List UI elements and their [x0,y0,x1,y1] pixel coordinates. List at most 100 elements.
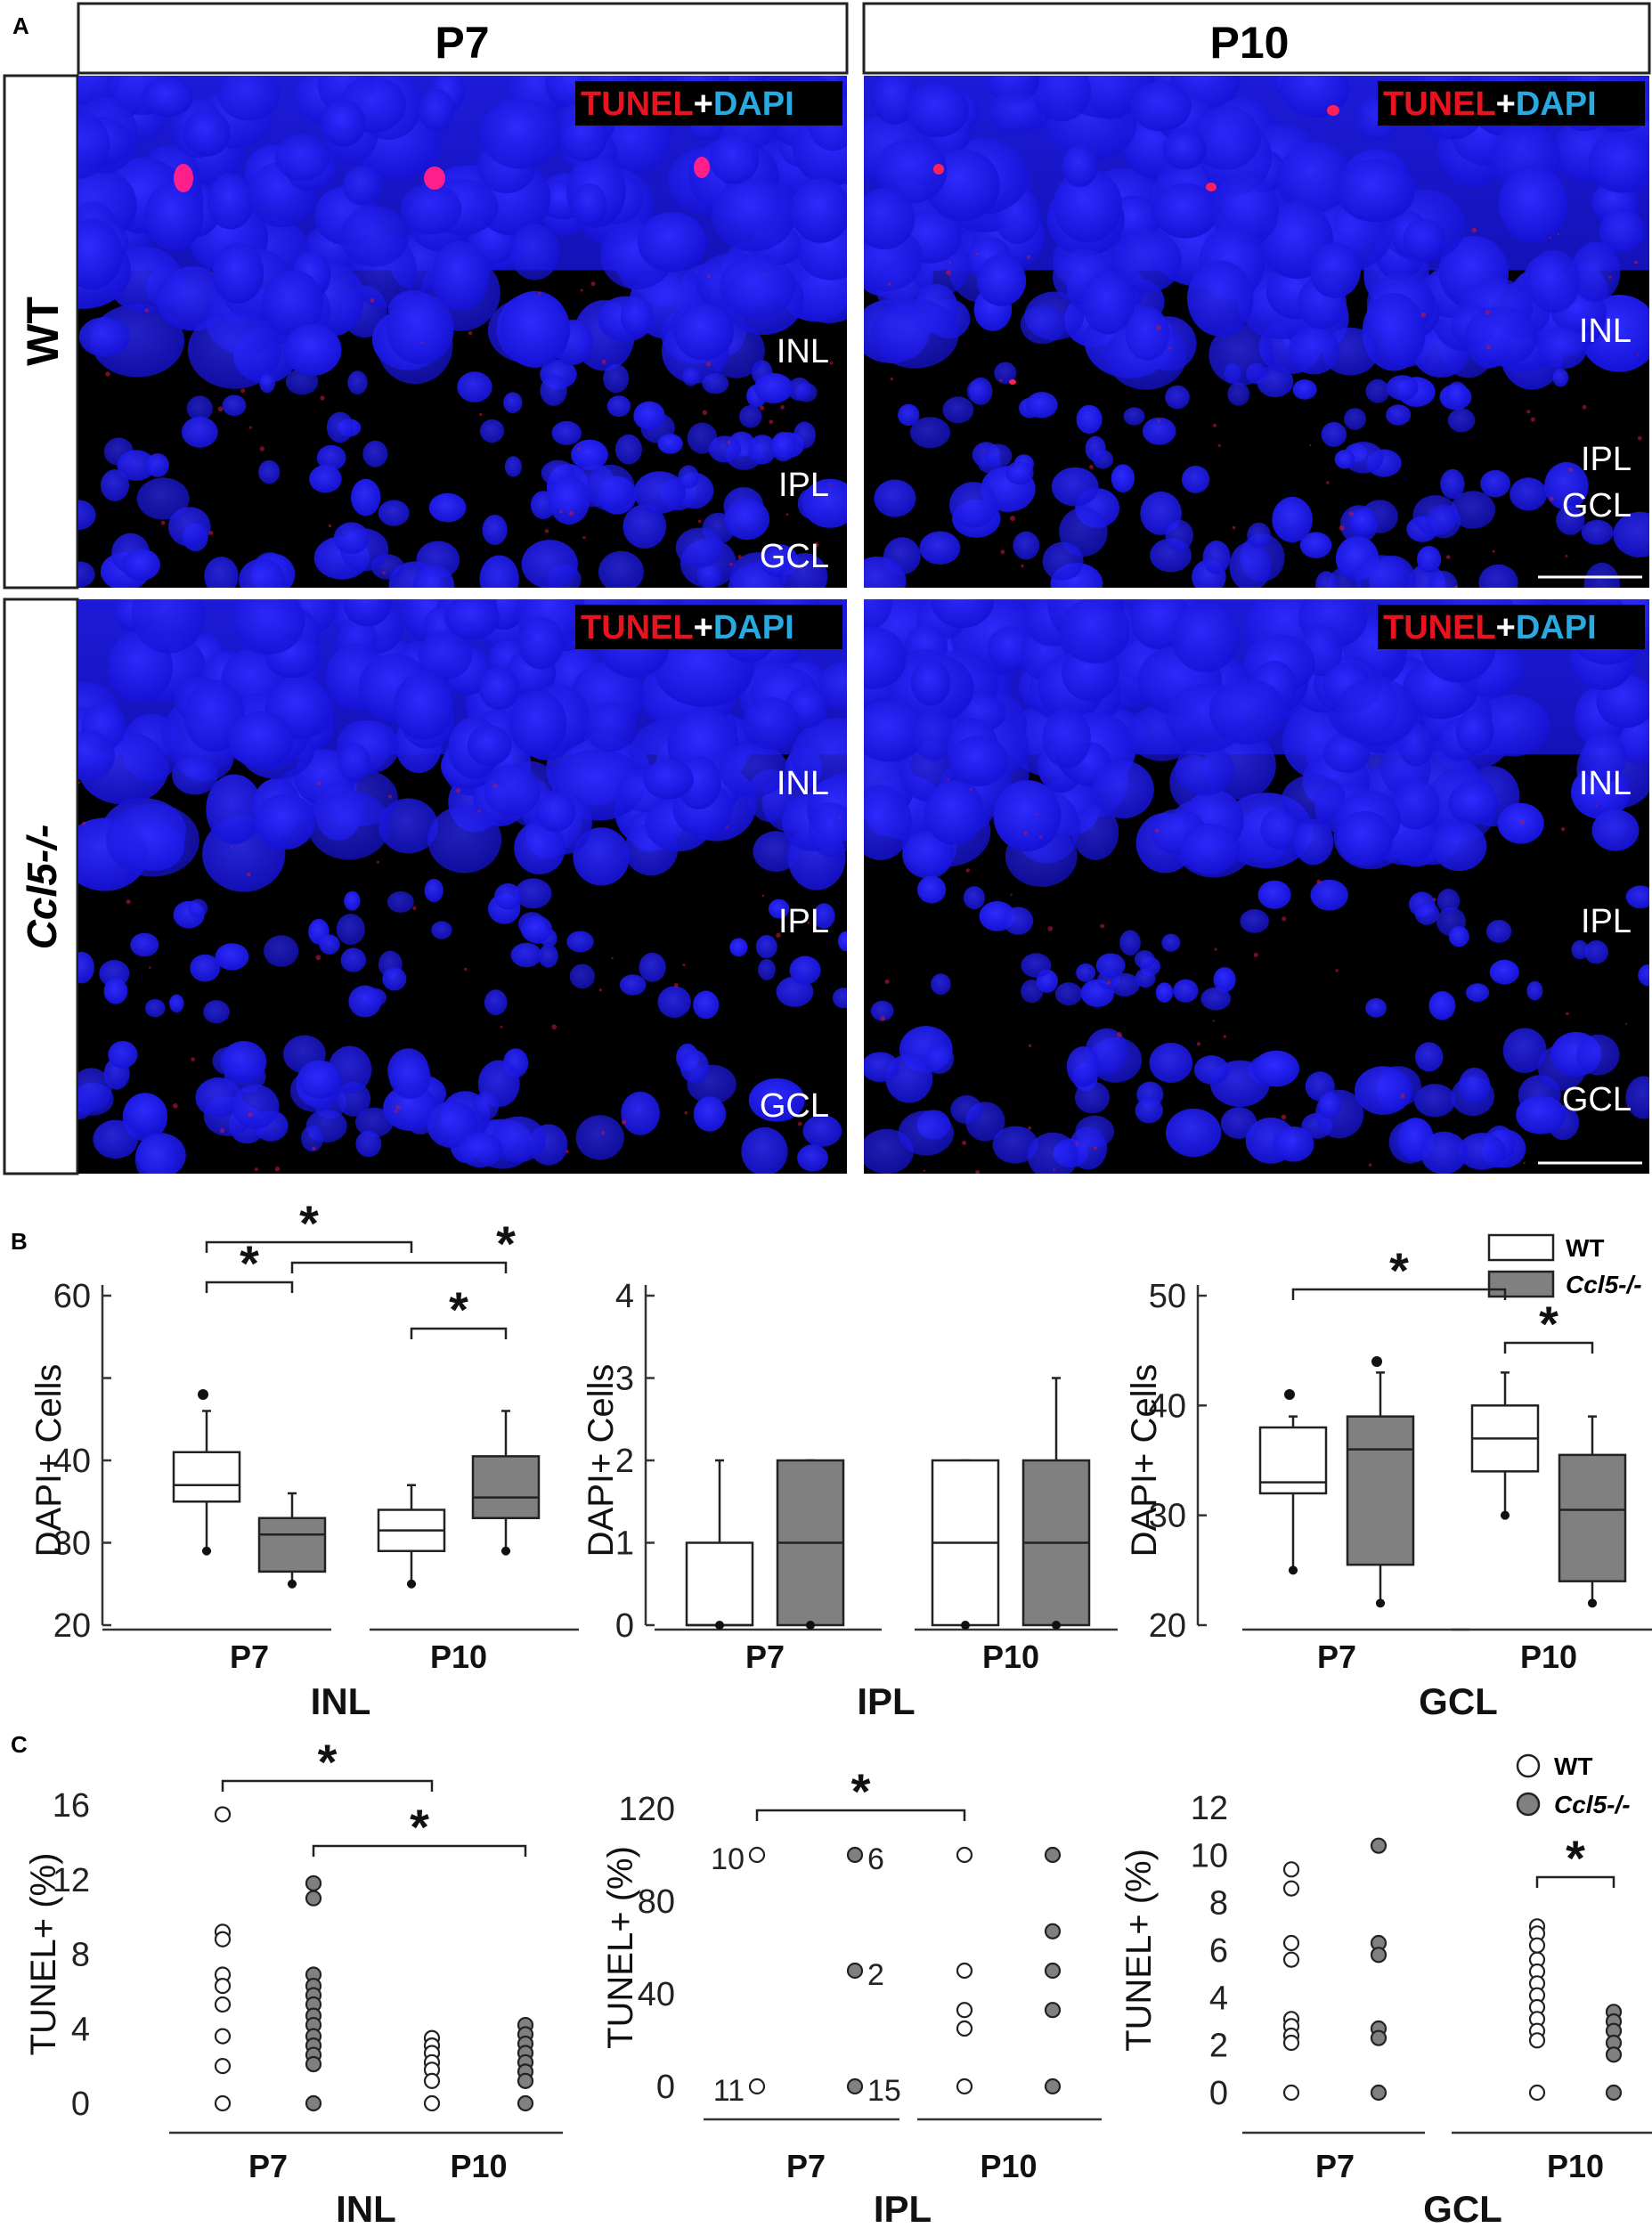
y-axis-title: TUNEL+ (%) [1119,1849,1159,2052]
y-tick-label: 2 [615,1443,634,1480]
box-ccl5-p7 [776,1459,845,1630]
data-point-ccl5 [1370,2084,1388,2102]
y-tick-label: 30 [53,1525,91,1563]
box-ccl5-p10 [1558,1415,1627,1608]
significance-bracket: * [1291,1242,1507,1300]
data-point-ccl5 [1044,2002,1062,2019]
layer-label-ipl: IPL [778,467,829,504]
bracket-line [1503,1341,1594,1354]
whisker-end-dot [715,1621,724,1630]
whisker-end-dot [1052,1621,1061,1630]
significance-star: * [318,1734,338,1790]
data-point-ccl5 [305,1874,322,1892]
y-tick-label: 3 [615,1361,634,1398]
y-tick-label: 4 [615,1278,634,1315]
legend-b-ko-swatch [1487,1270,1555,1298]
layer-label-inl: INL [777,333,829,370]
stain-label-plus: + [1496,609,1516,646]
category-label-p10: P10 [1547,2148,1604,2184]
legend-b-wt-label: WT [1566,1234,1605,1262]
data-point-wt [956,1962,973,1980]
box-wt-p10 [1470,1371,1540,1520]
stain-label-tunel: TUNEL [581,609,694,646]
category-label-p10: P10 [1520,1638,1577,1675]
point-count-label: 10 [711,1842,745,1876]
legend-c-wt-marker [1516,1753,1541,1778]
box-ccl5-p7 [1346,1356,1415,1608]
layer-label-ipl: IPL [1581,441,1632,478]
bracket-line [312,1844,527,1857]
panel-c-letter: C [11,1731,28,1758]
panel-c-legend: WT Ccl5-/- [1516,1752,1631,1818]
data-point-wt [1528,2032,1546,2049]
box-iqr [1558,1453,1627,1582]
y-tick-label: 1 [615,1525,634,1563]
bracket-line [221,1779,434,1792]
stain-label-tunel: TUNEL [1383,85,1496,123]
box-iqr [257,1517,327,1573]
y-tick-label: 12 [1191,1790,1228,1827]
panel-a: A P7 P10 WT Ccl5-/- TUNEL+DAPIINLIPLGCLT… [3,2,1651,1175]
box-ccl5-p10 [1021,1377,1091,1630]
data-point-ccl5 [1044,2078,1062,2095]
data-point-ccl5 [1044,1846,1062,1864]
micrograph-2: TUNEL+DAPI INL IPL GCL [864,76,1649,588]
data-point-wt [1528,2084,1546,2102]
y-tick-label: 50 [1149,1278,1186,1315]
data-point-ccl5 [305,2094,322,2112]
micrographs: TUNEL+DAPIINLIPLGCLTUNEL+DAPIINLIPLGCLTU… [78,76,1649,1174]
box-wt-p10 [931,1459,1000,1630]
stain-label-dapi: DAPI [1516,85,1597,123]
chart-b-inl: 20 30 40 60 DAPI+ Cells P7 P10 INL * * * * [29,1195,579,1722]
outlier-point [198,1389,208,1400]
column-header-p7-box [77,2,849,75]
outlier-point [1371,1356,1382,1367]
data-point-wt [956,2002,973,2019]
data-point-wt [748,1846,766,1864]
stain-label-dapi: DAPI [713,609,794,646]
point-count-label: 11 [713,2074,745,2108]
x-axis-title: IPL [874,2188,932,2228]
y-tick-label: 4 [1209,1980,1228,2017]
y-tick-label: 40 [638,1976,675,2013]
box-wt-p7 [685,1459,754,1630]
data-point-wt [1282,2084,1300,2102]
data-point-wt [214,1806,232,1823]
y-tick-label: 40 [1149,1387,1186,1425]
data-point-ccl5 [1044,1962,1062,1980]
box-iqr [172,1451,241,1503]
panel-b-legend: WT Ccl5-/- [1487,1233,1642,1298]
bracket-line [410,1327,508,1339]
category-label-p10: P10 [982,1638,1039,1675]
bracket-line [205,1240,413,1253]
row-header-ccl5-box [3,598,79,1175]
whisker-end-dot [961,1621,970,1630]
whisker-end-dot [407,1579,416,1589]
significance-star: * [1566,1830,1585,1886]
legend-c-wt-label: WT [1554,1752,1593,1780]
category-label-p7: P7 [786,2148,826,2184]
stain-label: TUNEL+DAPI [581,85,794,123]
significance-star: * [496,1216,516,1272]
y-tick-label: 0 [71,2086,90,2123]
tunel-positive-cell [694,157,710,178]
significance-star: * [410,1799,429,1855]
whisker-end-dot [202,1546,211,1556]
data-point-wt [1282,1934,1300,1952]
x-axis-title: GCL [1423,2188,1502,2228]
column-header-p10: P10 [1210,18,1290,68]
data-point-wt [1282,1951,1300,1968]
data-point-wt [748,2078,766,2095]
layer-label-ipl: IPL [778,903,829,940]
data-point-wt [214,1977,232,1995]
data-point-ccl5 [517,2072,534,2089]
column-header-p10-box [862,2,1651,75]
y-tick-label: 20 [1149,1607,1186,1645]
x-axis-title: IPL [857,1680,915,1722]
tunel-positive-cell [1009,379,1016,385]
chart-c-ipl: 0 40 80 120 TUNEL+ (%) P7 P10 IPL 10 11 6 2 15 * [601,1763,1102,2228]
y-tick-label: 0 [615,1607,634,1645]
data-point-wt [423,2072,441,2089]
significance-bracket: * [205,1235,294,1293]
